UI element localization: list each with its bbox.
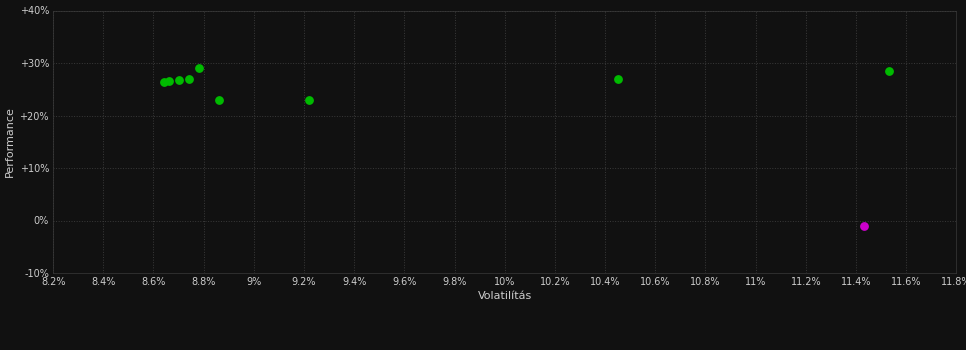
Point bbox=[211, 97, 226, 103]
Point bbox=[171, 77, 186, 83]
Point bbox=[181, 76, 196, 82]
Point bbox=[610, 76, 625, 82]
Point bbox=[301, 97, 317, 103]
Y-axis label: Performance: Performance bbox=[5, 106, 15, 177]
Point bbox=[156, 79, 171, 85]
X-axis label: Volatilítás: Volatilítás bbox=[477, 291, 532, 301]
Point bbox=[881, 69, 896, 74]
Point bbox=[856, 223, 871, 229]
Point bbox=[191, 65, 207, 71]
Point bbox=[160, 79, 176, 84]
